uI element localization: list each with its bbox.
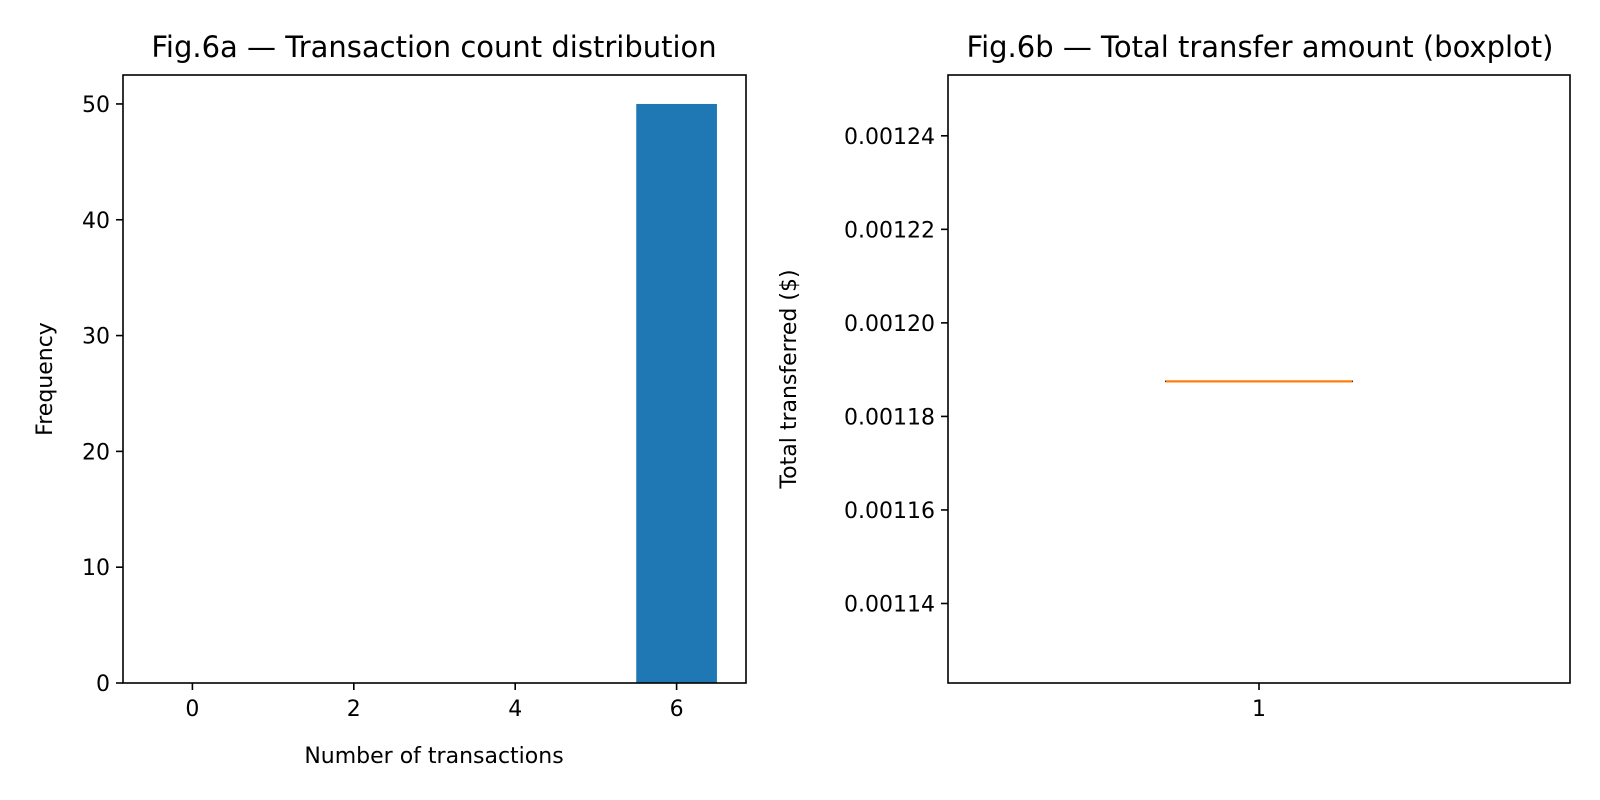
x-tick-label: 4: [508, 697, 522, 722]
panel-6b: Fig.6b — Total transfer amount (boxplot)…: [777, 30, 1571, 722]
y-tick-label: 40: [82, 209, 110, 234]
y-ticks-6a: 0 10 20 30 40 50: [82, 93, 123, 697]
x-tick-label: 0: [185, 697, 199, 722]
y-tick-label: 50: [82, 93, 110, 118]
x-ticks-6b: 1: [1252, 683, 1266, 722]
y-axis-label-6b: Total transferred ($): [777, 269, 802, 489]
y-tick-label: 0.00124: [844, 125, 935, 150]
y-tick-label: 0.00120: [844, 312, 935, 337]
y-tick-label: 10: [82, 556, 110, 581]
x-tick-label: 2: [347, 697, 361, 722]
x-tick-label: 1: [1252, 697, 1266, 722]
y-ticks-6b: 0.00114 0.00116 0.00118 0.00120 0.00122 0.001…: [844, 125, 948, 617]
x-tick-label: 6: [670, 697, 684, 722]
y-tick-label: 0.00122: [844, 218, 935, 243]
bars-6a: [636, 103, 717, 683]
y-tick-label: 20: [82, 440, 110, 465]
panel-6a: Fig.6a — Transaction count distribution …: [33, 30, 747, 769]
chart-title-6a: Fig.6a — Transaction count distribution: [151, 30, 716, 64]
axes-frame-6b: [947, 74, 1571, 684]
x-axis-label-6a: Number of transactions: [304, 744, 563, 769]
chart-title-6b: Fig.6b — Total transfer amount (boxplot): [967, 30, 1554, 64]
axes-frame-6a: [122, 74, 747, 684]
y-tick-label: 0.00114: [844, 592, 935, 617]
y-tick-label: 30: [82, 325, 110, 350]
x-ticks-6a: 0 2 4 6: [185, 683, 684, 722]
y-tick-label: 0: [96, 672, 110, 697]
y-tick-label: 0.00116: [844, 499, 935, 524]
y-axis-label-6a: Frequency: [33, 322, 58, 436]
y-tick-label: 0.00118: [844, 405, 935, 430]
bar-0: [636, 103, 717, 683]
